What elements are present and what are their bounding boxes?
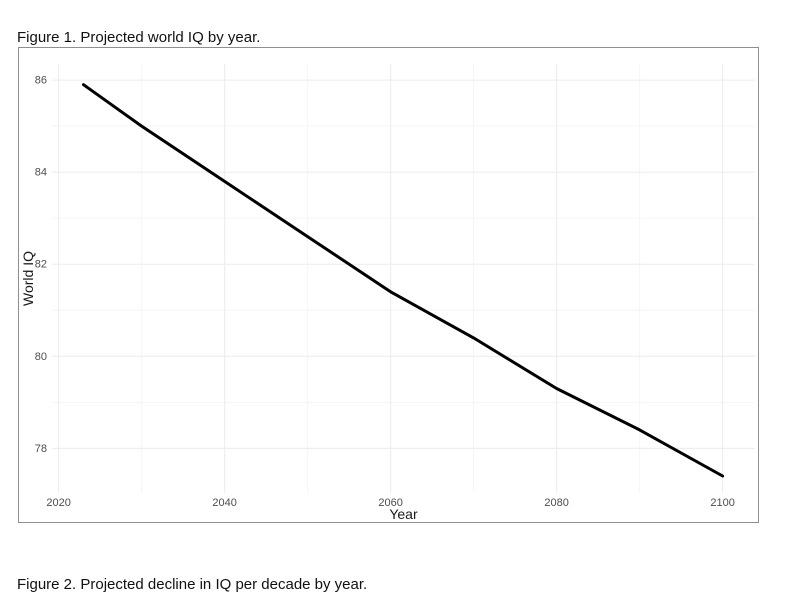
y-tick-label-82: 82 — [35, 259, 47, 271]
y-axis-title: World IQ — [20, 251, 36, 306]
iq-curve — [82, 83, 725, 478]
figure2-caption: Figure 2. Projected decline in IQ per de… — [17, 576, 368, 593]
x-tick-label-2040: 2040 — [212, 497, 236, 509]
y-tick-label-86: 86 — [35, 75, 47, 87]
x-tick-label-2080: 2080 — [544, 497, 568, 509]
iq-line-chart: 78 80 82 84 86 2020 2040 2060 2080 2100 Year World … — [20, 64, 755, 522]
figure1-caption: Figure 1. Projected world IQ by year. — [17, 29, 261, 46]
x-tick-label-2060: 2060 — [378, 497, 402, 509]
x-tick-label-2100: 2100 — [710, 497, 734, 509]
y-tick-label-80: 80 — [35, 351, 47, 363]
y-tick-label-84: 84 — [35, 167, 47, 179]
figure1-image: 78 80 82 84 86 2020 2040 2060 2080 2100 Year World … — [18, 47, 759, 523]
y-tick-label-78: 78 — [35, 443, 47, 455]
x-tick-label-2020: 2020 — [46, 497, 70, 509]
x-axis-title: Year — [389, 506, 418, 522]
